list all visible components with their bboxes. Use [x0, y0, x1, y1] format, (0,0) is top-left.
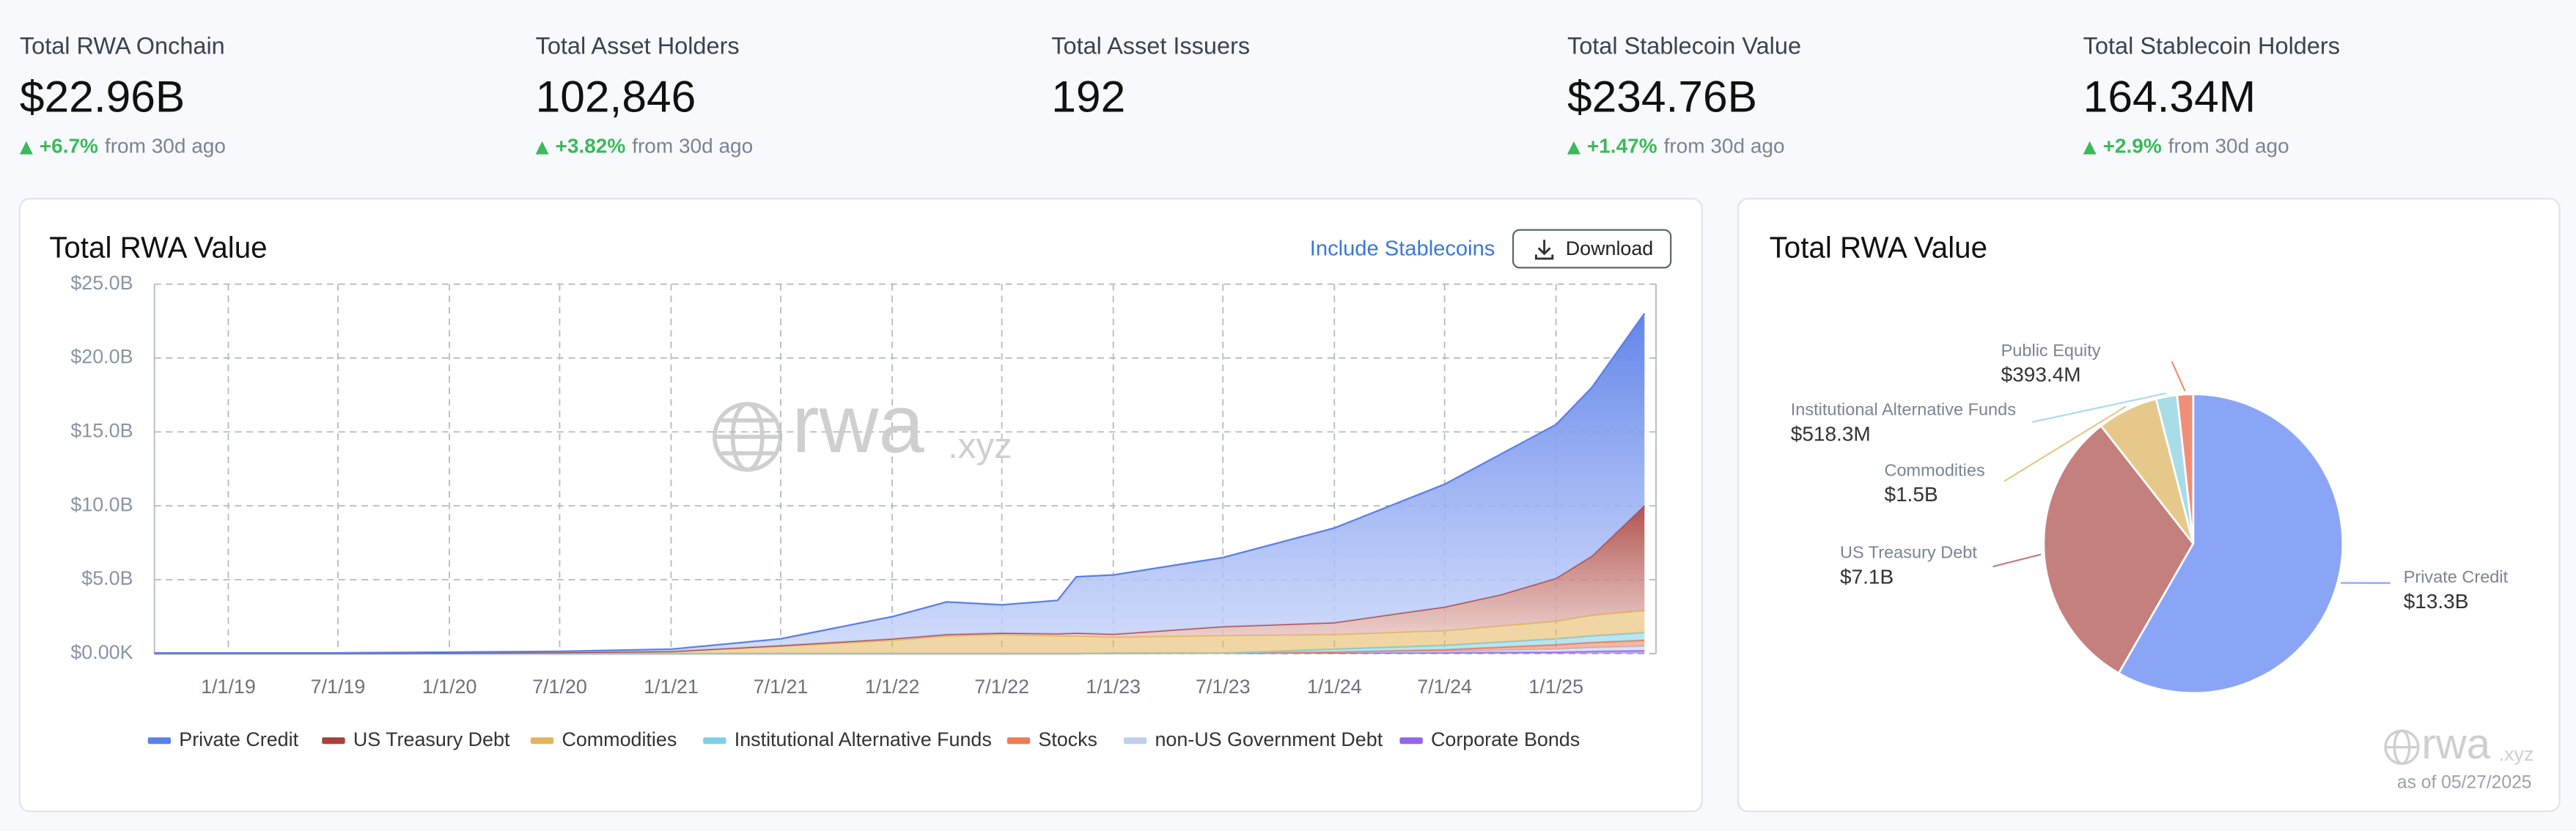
- stat-value: 164.34M: [2083, 72, 2256, 122]
- stat-label: Total Asset Holders: [536, 33, 740, 59]
- stat-value: 192: [1051, 72, 1125, 122]
- stat-value: $234.76B: [1567, 72, 1757, 122]
- stat-change: +2.9%: [2103, 135, 2162, 158]
- stat-change-line: +6.7% from 30d ago: [40, 135, 226, 158]
- stat-value: 102,846: [536, 72, 696, 122]
- stat-change-line: +2.9% from 30d ago: [2103, 135, 2289, 158]
- legend-label: Corporate Bonds: [1431, 728, 1580, 750]
- legend-swatch: [1123, 737, 1147, 745]
- download-icon: [1534, 240, 1554, 260]
- pie-value: $13.3B: [2404, 590, 2469, 613]
- area: [154, 313, 1645, 654]
- pie-label: Commodities: [1885, 460, 1985, 479]
- y-tick-label: $5.0B: [81, 567, 133, 589]
- stat-label: Total Stablecoin Holders: [2083, 33, 2340, 59]
- up-arrow: [535, 141, 549, 155]
- legend-label: non-US Government Debt: [1155, 728, 1383, 750]
- area: [154, 650, 1645, 654]
- stat-note: from 30d ago: [1664, 135, 1785, 158]
- stat-label: Total Asset Issuers: [1051, 33, 1250, 59]
- x-tick-label: 7/1/22: [974, 676, 1029, 698]
- x-tick-label: 7/1/19: [311, 676, 366, 698]
- x-tick-label: 1/1/25: [1528, 676, 1583, 698]
- x-tick-label: 1/1/22: [865, 676, 920, 698]
- up-arrow: [19, 141, 33, 155]
- legend-swatch: [703, 737, 726, 745]
- legend-swatch: [1399, 737, 1423, 745]
- pie-label: Institutional Alternative Funds: [1791, 399, 2016, 418]
- x-tick-label: 7/1/24: [1417, 676, 1472, 698]
- y-tick-label: $15.0B: [70, 420, 133, 442]
- x-tick-label: 1/1/19: [201, 676, 256, 698]
- area: [154, 610, 1645, 654]
- pie-label: Private Credit: [2404, 567, 2509, 586]
- x-tick-label: 1/1/24: [1307, 676, 1362, 698]
- x-tick-label: 1/1/20: [422, 676, 477, 698]
- watermark: rwa: [2421, 720, 2490, 768]
- watermark-suffix: .xyz: [948, 426, 1012, 466]
- stat-label: Total Stablecoin Value: [1567, 33, 1801, 59]
- pie-value: $7.1B: [1840, 565, 1894, 588]
- watermark-suffix: .xyz: [2499, 743, 2534, 765]
- watermark: rwa: [792, 378, 924, 470]
- pie-label: Public Equity: [2001, 341, 2101, 360]
- area-card: [18, 198, 1703, 813]
- legend-label: Institutional Alternative Funds: [735, 728, 992, 750]
- pie-label: US Treasury Debt: [1840, 542, 1977, 561]
- chart-title: Total RWA Value: [1770, 230, 1987, 264]
- up-arrow: [2083, 141, 2097, 155]
- stat-note: from 30d ago: [105, 135, 226, 158]
- stat-label: Total RWA Onchain: [20, 33, 225, 59]
- stat-note: from 30d ago: [2168, 135, 2289, 158]
- pie-slice: [2042, 424, 2195, 675]
- x-tick-label: 1/1/21: [644, 676, 699, 698]
- x-tick-label: 1/1/23: [1086, 676, 1141, 698]
- stat-value: $22.96B: [20, 72, 185, 122]
- pie-value: $393.4M: [2001, 363, 2081, 386]
- leader-line: [2031, 392, 2166, 424]
- stat-change-line: +3.82% from 30d ago: [555, 135, 753, 158]
- stat-change: +1.47%: [1587, 135, 1657, 158]
- legend-label: Commodities: [562, 728, 677, 750]
- watermark-globe: [2384, 729, 2420, 765]
- y-tick-label: $10.0B: [70, 493, 133, 515]
- as-of-note: as of 05/27/2025: [2397, 773, 2532, 793]
- stat-change-line: +1.47% from 30d ago: [1587, 135, 1785, 158]
- pie-slice: [2117, 393, 2344, 695]
- stat-change: +3.82%: [555, 135, 625, 158]
- y-tick-label: $0.00K: [70, 641, 133, 663]
- leader-line: [1992, 553, 2042, 568]
- legend-label: US Treasury Debt: [353, 728, 510, 750]
- area-line: [154, 313, 1646, 654]
- x-tick-label: 7/1/23: [1196, 676, 1251, 698]
- legend-label: Private Credit: [179, 728, 298, 750]
- up-arrow: [1567, 141, 1580, 155]
- legend-swatch: [530, 737, 554, 745]
- y-tick-label: $25.0B: [70, 272, 133, 294]
- download-label: Download: [1566, 237, 1654, 259]
- pie-value: $1.5B: [1885, 483, 1938, 506]
- legend-swatch: [1007, 737, 1031, 745]
- y-tick-label: $20.0B: [70, 346, 133, 368]
- chart-title: Total RWA Value: [49, 230, 267, 264]
- include-stablecoins[interactable]: Include Stablecoins: [1310, 237, 1495, 260]
- x-tick-label: 7/1/20: [532, 676, 587, 698]
- pie-value: $518.3M: [1791, 422, 1871, 445]
- stat-change: +6.7%: [40, 135, 98, 158]
- leader-line: [2171, 361, 2186, 392]
- x-tick-label: 7/1/21: [754, 676, 809, 698]
- legend-label: Stocks: [1038, 728, 1097, 750]
- pie-slice: [2176, 393, 2195, 544]
- leader-line: [2003, 405, 2127, 482]
- legend-swatch: [322, 737, 345, 745]
- legend-swatch: [147, 737, 172, 745]
- stat-note: from 30d ago: [632, 135, 753, 158]
